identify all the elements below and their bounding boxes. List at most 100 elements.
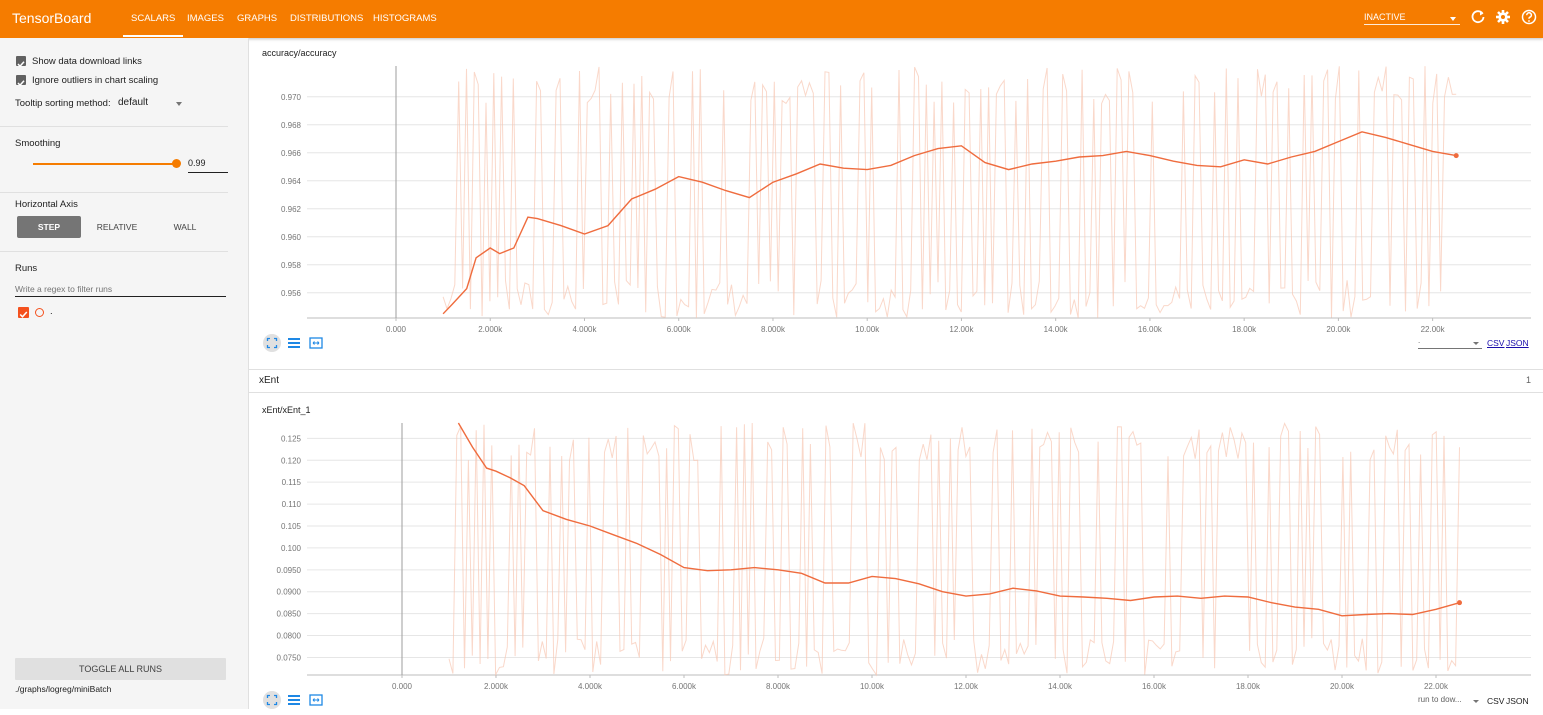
series-end-point — [1457, 600, 1462, 606]
axis-wall-button[interactable]: WALL — [173, 222, 197, 232]
log-scale-icon[interactable] — [285, 691, 303, 709]
x-tick-label: 20.00k — [1330, 682, 1355, 691]
tooltip-sorting-select[interactable]: default — [118, 97, 184, 108]
toggle-all-runs-button[interactable]: TOGGLE ALL RUNS — [15, 658, 226, 680]
tab-histograms[interactable]: HISTOGRAMS — [373, 13, 437, 24]
x-tick-label: 2.000k — [484, 682, 509, 691]
chart-card-xent: xEnt/xEnt_1 0.125 0.120 0.115 0.110 0.105 0.1… — [249, 395, 1543, 709]
axis-step-button[interactable]: STEP — [17, 216, 81, 238]
x-tick-label: 0.000 — [386, 325, 407, 334]
checkbox-show-download-links[interactable] — [16, 56, 26, 68]
divider — [0, 126, 228, 127]
x-tick-label: 12.00k — [954, 682, 979, 691]
x-tick-label: 18.00k — [1232, 325, 1257, 334]
tooltip-sorting-value: default — [118, 97, 149, 108]
chevron-down-icon — [1450, 17, 1456, 21]
expand-chart-icon[interactable] — [307, 691, 325, 709]
top-app-bar: TensorBoard SCALARS IMAGES GRAPHS DISTRI… — [0, 0, 1543, 38]
main-panel: accuracy/accuracy 0.970 0.968 0.966 0.964 0.… — [249, 38, 1543, 709]
x-tick-label: 16.00k — [1138, 325, 1163, 334]
series-end-point — [1453, 153, 1459, 159]
option-label-ignore-outliers: Ignore outliers in chart scaling — [32, 75, 159, 86]
download-run-value: run to dow... — [1418, 695, 1462, 704]
horizontal-axis-label: Horizontal Axis — [15, 199, 78, 210]
smoothing-slider-track[interactable] — [33, 163, 177, 165]
download-csv-link[interactable]: CSV — [1487, 338, 1505, 348]
x-tick-label: 10.00k — [860, 682, 885, 691]
tooltip-sorting-label: Tooltip sorting method: — [15, 98, 111, 109]
y-tick-label: 0.970 — [281, 93, 302, 102]
smoothing-label: Smoothing — [15, 138, 61, 149]
y-tick-label: 0.115 — [282, 478, 302, 487]
sidebar: Show data download links Ignore outliers… — [0, 38, 249, 709]
x-tick-label: 6.000k — [672, 682, 697, 691]
raw-series-line — [442, 66, 1457, 319]
smoothing-slider-handle[interactable] — [172, 159, 181, 168]
log-scale-icon[interactable] — [285, 334, 303, 352]
x-tick-label: 16.00k — [1142, 682, 1167, 691]
checkmark-icon — [17, 61, 25, 68]
tab-distributions[interactable]: DISTRIBUTIONS — [290, 13, 364, 24]
y-tick-label: 0.966 — [281, 149, 302, 158]
x-tick-label: 10.00k — [855, 325, 880, 334]
tab-graphs[interactable]: GRAPHS — [237, 13, 278, 24]
runs-filter-input[interactable] — [15, 282, 226, 297]
y-tick-label: 0.100 — [281, 544, 302, 553]
tab-scalars[interactable]: SCALARS — [122, 13, 184, 37]
gear-icon[interactable] — [1495, 9, 1511, 25]
download-run-select[interactable]: . — [1418, 336, 1482, 349]
x-tick-label: 22.00k — [1421, 325, 1446, 334]
chevron-down-icon — [176, 102, 182, 106]
x-tick-label: 4.000k — [572, 325, 597, 334]
chart-title: accuracy/accuracy — [262, 48, 337, 58]
chart-card-accuracy: accuracy/accuracy 0.970 0.968 0.966 0.964 0.… — [249, 38, 1543, 366]
y-tick-label: 0.964 — [281, 177, 302, 186]
axis-step-label: STEP — [37, 222, 61, 232]
smoothed-series-line — [457, 422, 1460, 617]
x-tick-label: 0.000 — [392, 682, 413, 691]
download-csv-link[interactable]: CSV — [1487, 696, 1505, 706]
tab-images[interactable]: IMAGES — [187, 13, 224, 24]
fit-domain-icon[interactable] — [263, 334, 281, 352]
tag-group-name: xEnt — [259, 375, 280, 386]
refresh-icon[interactable] — [1470, 9, 1486, 25]
axis-relative-button[interactable]: RELATIVE — [96, 222, 138, 232]
accuracy-chart[interactable]: 0.970 0.968 0.966 0.964 0.962 0.960 0.958 0.956… — [249, 58, 1543, 358]
y-tick-label: 0.105 — [281, 522, 302, 531]
download-json-link[interactable]: JSON — [1506, 696, 1529, 706]
y-tick-label: 0.0750 — [277, 653, 302, 662]
run-status-select[interactable]: INACTIVE — [1364, 12, 1460, 25]
x-tick-label: 2.000k — [478, 325, 503, 334]
y-tick-label: 0.120 — [281, 456, 302, 465]
x-tick-label: 14.00k — [1048, 682, 1073, 691]
y-tick-label: 0.110 — [282, 500, 302, 509]
divider — [0, 192, 228, 193]
xent-chart[interactable]: 0.125 0.120 0.115 0.110 0.105 0.100 0.0950 0.09… — [249, 415, 1543, 715]
checkmark-icon — [17, 80, 25, 87]
help-icon[interactable] — [1521, 9, 1537, 25]
x-tick-label: 12.00k — [949, 325, 974, 334]
download-json-link[interactable]: JSON — [1506, 338, 1529, 348]
run-status-value: INACTIVE — [1364, 12, 1406, 22]
y-tick-label: 0.0900 — [277, 588, 302, 597]
smoothing-value-input[interactable]: 0.99 — [188, 158, 228, 173]
logdir-path: ./graphs/logreg/miniBatch — [15, 684, 112, 694]
download-run-value: . — [1418, 336, 1421, 345]
y-tick-label: 0.960 — [281, 233, 302, 242]
x-tick-label: 20.00k — [1326, 325, 1351, 334]
download-run-select[interactable]: run to dow... — [1418, 695, 1482, 706]
x-tick-label: 8.000k — [766, 682, 791, 691]
y-tick-label: 0.125 — [281, 434, 302, 443]
x-tick-label: 18.00k — [1236, 682, 1261, 691]
smoothed-series-line — [442, 131, 1457, 315]
run-checkbox[interactable] — [18, 307, 29, 318]
checkmark-icon — [19, 311, 28, 318]
run-color-radio[interactable] — [35, 308, 44, 317]
chevron-down-icon — [1473, 700, 1479, 703]
tag-group-header[interactable]: xEnt 1 — [249, 369, 1543, 393]
checkbox-ignore-outliers[interactable] — [16, 75, 26, 87]
x-tick-label: 4.000k — [578, 682, 603, 691]
fit-domain-icon[interactable] — [263, 691, 281, 709]
expand-chart-icon[interactable] — [307, 334, 325, 352]
y-tick-label: 0.956 — [281, 289, 302, 298]
